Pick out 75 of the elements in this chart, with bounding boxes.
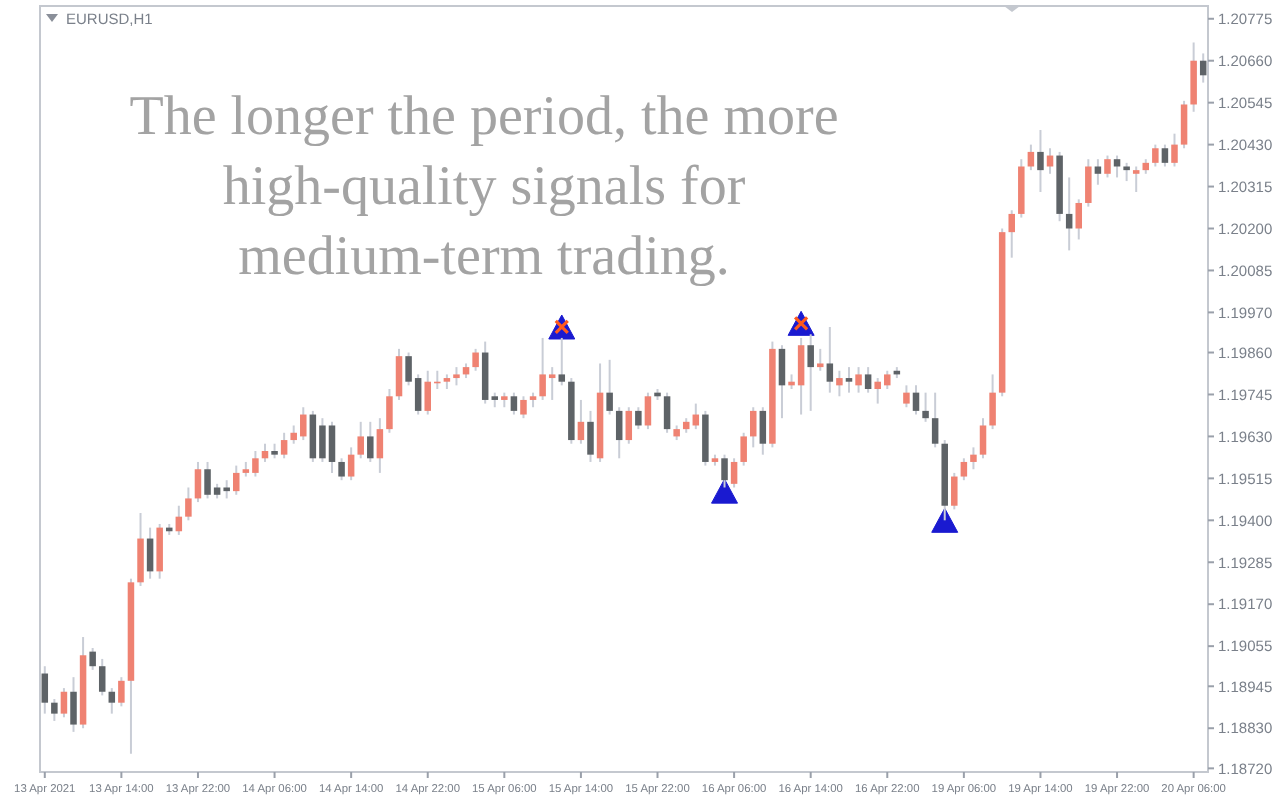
point — [711, 478, 739, 504]
candlestick — [472, 347, 479, 372]
candlestick — [1123, 161, 1130, 183]
candlestick — [1161, 143, 1169, 168]
candlestick — [185, 486, 192, 522]
candlestick — [51, 698, 58, 722]
candlestick — [280, 431, 288, 460]
candlestick — [855, 366, 862, 394]
candlestick — [1075, 198, 1083, 241]
candlestick — [367, 420, 374, 463]
candlestick — [386, 388, 393, 434]
candlestick — [922, 391, 929, 423]
candlestick — [931, 391, 939, 449]
candlestick — [137, 512, 144, 587]
candlestick — [663, 391, 671, 434]
candlestick — [635, 406, 642, 431]
annotation: The longer the period, the more high-quality signals for medium-term trading. — [129, 86, 839, 288]
candlestick — [194, 460, 202, 504]
candlestick — [1190, 41, 1197, 113]
candlestick — [1132, 165, 1140, 194]
candlestick — [644, 391, 652, 431]
candlestick — [979, 417, 987, 460]
candlestick — [587, 409, 594, 463]
candlestick — [89, 646, 96, 671]
candlestick — [903, 384, 910, 409]
candlestick — [625, 406, 633, 445]
candlestick — [826, 325, 834, 394]
candlestick — [951, 471, 958, 511]
candlestick — [1152, 143, 1159, 168]
point — [931, 507, 959, 533]
candlestick — [864, 366, 872, 394]
candlestick — [807, 333, 814, 412]
candlestick — [233, 464, 240, 496]
candlestick — [98, 657, 106, 697]
candlestick — [510, 391, 518, 416]
candlestick — [836, 369, 843, 398]
candlestick — [357, 420, 364, 460]
candlestick — [730, 457, 738, 489]
candlestick — [1018, 158, 1025, 219]
candlestick — [558, 336, 566, 387]
candlestick — [577, 398, 585, 445]
candlestick — [118, 676, 125, 708]
candlestick — [1065, 176, 1073, 252]
candlestick — [1008, 209, 1015, 259]
candlestick — [376, 417, 384, 474]
candlestick — [108, 687, 116, 715]
candlestick — [817, 347, 824, 372]
candlestick — [702, 409, 709, 467]
candlestick — [520, 395, 527, 420]
candlestick — [1094, 158, 1102, 186]
candlestick — [1085, 158, 1092, 208]
candlestick — [395, 347, 403, 401]
candlestick — [70, 676, 77, 733]
candlestick — [1104, 154, 1111, 179]
candlestick — [146, 526, 154, 580]
candlestick — [1171, 132, 1178, 168]
candlestick — [338, 457, 345, 482]
candlestick — [740, 431, 747, 467]
candlestick — [615, 406, 623, 460]
candlestick — [989, 373, 996, 431]
candlestick — [347, 446, 355, 482]
candlestick — [156, 522, 163, 580]
candlestick — [960, 457, 968, 482]
candlestick — [970, 446, 977, 471]
candlestick — [1180, 99, 1188, 150]
candlestick — [912, 384, 920, 416]
candlestick — [749, 406, 757, 449]
candlestick — [453, 366, 460, 387]
candlestick — [721, 453, 728, 489]
candlestick — [60, 687, 68, 719]
candlestick — [845, 366, 853, 394]
candlestick — [759, 406, 767, 456]
candlestick — [606, 358, 613, 416]
candlestick — [1037, 129, 1044, 194]
candlestick — [778, 344, 786, 420]
